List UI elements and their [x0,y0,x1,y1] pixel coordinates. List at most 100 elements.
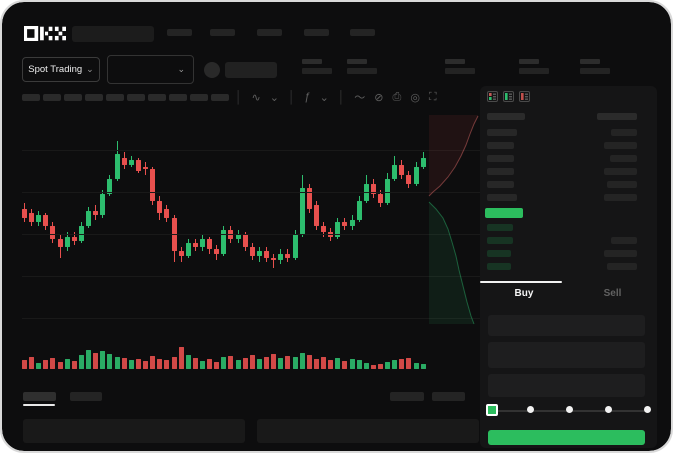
compare-icon[interactable]: ⊘ [374,91,384,104]
volume-bar [200,361,205,369]
volume-bar [306,355,312,369]
candle [356,200,362,220]
candle [43,215,49,226]
candle [321,226,327,233]
buy-button[interactable] [488,430,645,445]
volume-bar [214,362,220,369]
slider-stop[interactable] [527,406,534,413]
slider-handle[interactable] [486,404,498,416]
bottom-tab-active-placeholder[interactable] [23,392,56,401]
candle [93,211,99,216]
candle [121,158,127,165]
indicators-icon[interactable]: ƒ [304,91,311,103]
orderbook-mode-asks-icon[interactable] [519,91,530,102]
volume-bar [228,356,234,369]
fullscreen-icon[interactable]: ⛶ [428,90,437,103]
timeframe-button-placeholder[interactable] [211,94,229,101]
nav-item-placeholder[interactable] [210,29,235,36]
toolbar-divider: │ [287,90,296,104]
candle [71,236,77,241]
candle [264,251,270,258]
market-type-selector[interactable]: Spot Trading ⌄ [22,57,100,82]
tab-buy[interactable]: Buy [514,288,534,299]
candle [271,257,277,260]
timeframe-button-placeholder[interactable] [64,94,82,101]
ask-row-price[interactable] [487,168,514,175]
ask-row-amount [604,168,637,175]
candle [164,209,170,218]
total-input[interactable] [488,374,645,397]
timeframe-button-placeholder[interactable] [127,94,145,101]
timeframe-button-placeholder[interactable] [43,94,61,101]
trading-pair-selector[interactable]: ⌄ [107,55,194,84]
chart-tools: │ ∿ ⌄ │ ƒ ⌄ │ 〜 ⊘ ⎙ ◎ ⛶ [235,89,437,105]
volume-bar [264,357,270,369]
candle-style-chevron-icon[interactable]: ⌄ [269,91,279,104]
timeframe-button-placeholder[interactable] [106,94,124,101]
volume-bar [192,358,198,369]
timeframe-button-placeholder[interactable] [169,94,187,101]
timeframe-button-placeholder[interactable] [85,94,103,101]
candle [78,226,84,241]
volume-bar [29,357,35,369]
indicators-chevron-icon[interactable]: ⌄ [319,91,329,104]
search-placeholder[interactable] [72,26,154,42]
bid-row-price[interactable] [487,237,513,244]
settings-icon[interactable]: ◎ [410,91,420,104]
volume-bar [399,359,405,369]
candle [242,234,248,248]
ask-row-price[interactable] [487,155,514,162]
last-price-badge[interactable] [485,208,523,218]
okx-logo[interactable] [24,26,66,41]
bottom-tab-placeholder[interactable] [70,392,102,401]
volume-bar [392,360,398,369]
volume-bar [249,355,255,369]
nav-item-placeholder[interactable] [350,29,375,36]
tab-sell[interactable]: Sell [603,288,622,299]
nav-item-placeholder[interactable] [304,29,329,36]
nav-item-placeholder[interactable] [257,29,282,36]
bottom-control-placeholder[interactable] [390,392,424,401]
slider-stop[interactable] [605,406,612,413]
candle-style-icon[interactable]: ∿ [251,91,261,104]
slider-stop[interactable] [644,406,651,413]
volume-bar [321,357,327,369]
camera-icon[interactable]: ⎙ [392,90,402,103]
bid-row-price[interactable] [487,250,511,257]
orderbook-mode-bids-icon[interactable] [503,91,514,102]
slider-stop[interactable] [566,406,573,413]
orders-table-placeholder [257,419,479,443]
timeframe-button-placeholder[interactable] [22,94,40,101]
ask-row-price[interactable] [487,181,514,188]
volume-bar [378,364,383,369]
line-tools-icon[interactable]: 〜 [354,92,366,104]
bid-row-price[interactable] [487,224,513,231]
bottom-control-placeholder[interactable] [432,392,465,401]
timeframe-button-placeholder[interactable] [190,94,208,101]
bid-row-amount [607,263,637,270]
volume-bar [363,363,369,369]
candlestick-chart[interactable] [22,114,480,334]
price-input[interactable] [488,315,645,336]
candle-wick [145,162,147,176]
ask-row-price[interactable] [487,129,517,136]
volume-bar [285,356,291,369]
candle [399,164,405,176]
pair-coin-icon [204,62,220,78]
ask-row-price[interactable] [487,142,514,149]
ask-row-amount [604,142,637,149]
volume-histogram[interactable] [22,343,428,369]
volume-bar [150,356,156,369]
orderbook-mode-combined-icon[interactable] [487,91,498,102]
candle [135,160,141,171]
timeframe-button-placeholder[interactable] [148,94,166,101]
candle [370,183,376,195]
ask-row-price[interactable] [487,194,517,201]
amount-input[interactable] [488,342,645,368]
volume-bar [420,364,426,369]
candle [86,211,92,226]
nav-item-placeholder[interactable] [167,29,192,36]
volume-bar [235,360,241,369]
bid-row-price[interactable] [487,263,511,270]
